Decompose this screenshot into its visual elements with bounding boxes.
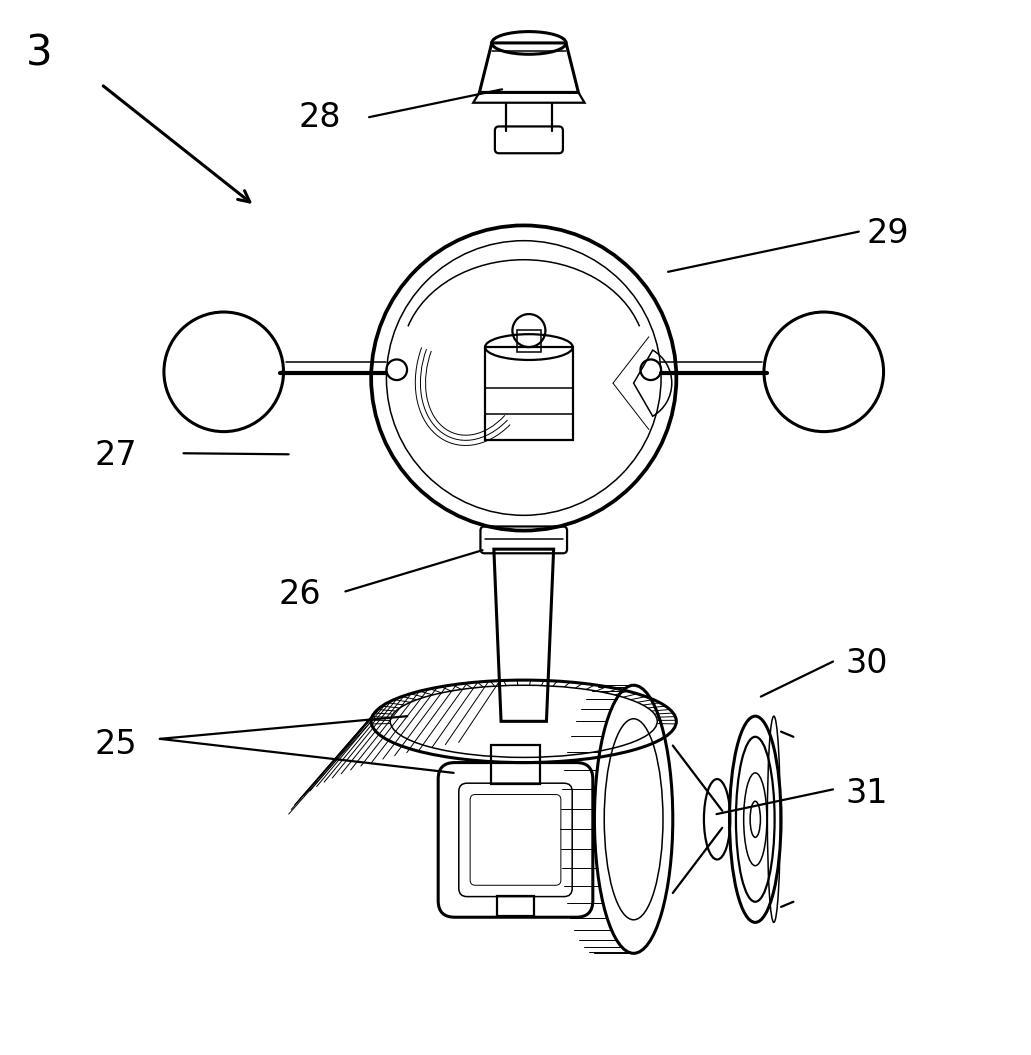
Text: 25: 25	[95, 728, 137, 761]
Bar	[517, 329, 541, 352]
Text: 3: 3	[26, 33, 53, 74]
Text: 27: 27	[95, 439, 137, 472]
Text: 28: 28	[299, 100, 341, 134]
Text: 31: 31	[845, 776, 888, 810]
Bar	[486, 347, 573, 440]
Bar	[491, 745, 540, 784]
Text: 30: 30	[845, 647, 888, 680]
Text: 26: 26	[278, 578, 321, 611]
Text: 29: 29	[866, 217, 908, 250]
Bar	[497, 896, 534, 916]
